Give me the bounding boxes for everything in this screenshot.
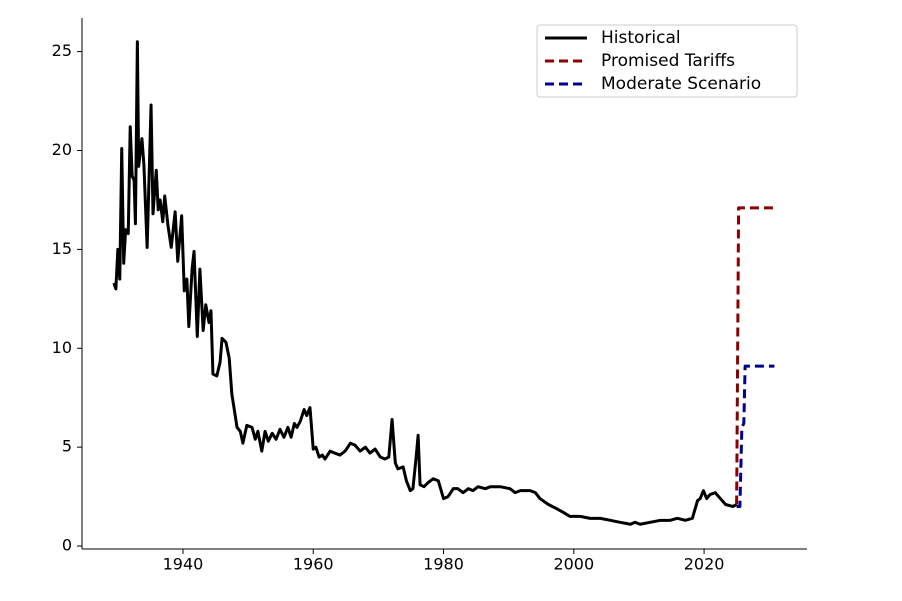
y-tick-label: 0 — [62, 536, 72, 555]
legend-label: Promised Tariffs — [601, 51, 735, 71]
line — [736, 364, 775, 508]
y-tick-label: 15 — [52, 239, 72, 258]
legend-label: Moderate Scenario — [601, 74, 761, 94]
line — [112, 40, 738, 526]
x-tick-label: 2020 — [684, 555, 725, 574]
x-tick-label: 1960 — [293, 555, 334, 574]
legend: Historical Promised Tariffs Moderate Scena… — [536, 24, 798, 98]
y-tick-label: 5 — [62, 437, 72, 456]
y-tick-label: 20 — [52, 140, 72, 159]
legend-box — [536, 24, 798, 98]
y-tick-label: 10 — [52, 338, 72, 357]
legend-label: Historical — [601, 28, 681, 48]
x-tick-label: 2000 — [553, 555, 594, 574]
x-tick-label: 1940 — [163, 555, 204, 574]
line — [735, 206, 775, 505]
x-tick-label: 1980 — [423, 555, 464, 574]
y-tick-label: 25 — [52, 41, 72, 60]
